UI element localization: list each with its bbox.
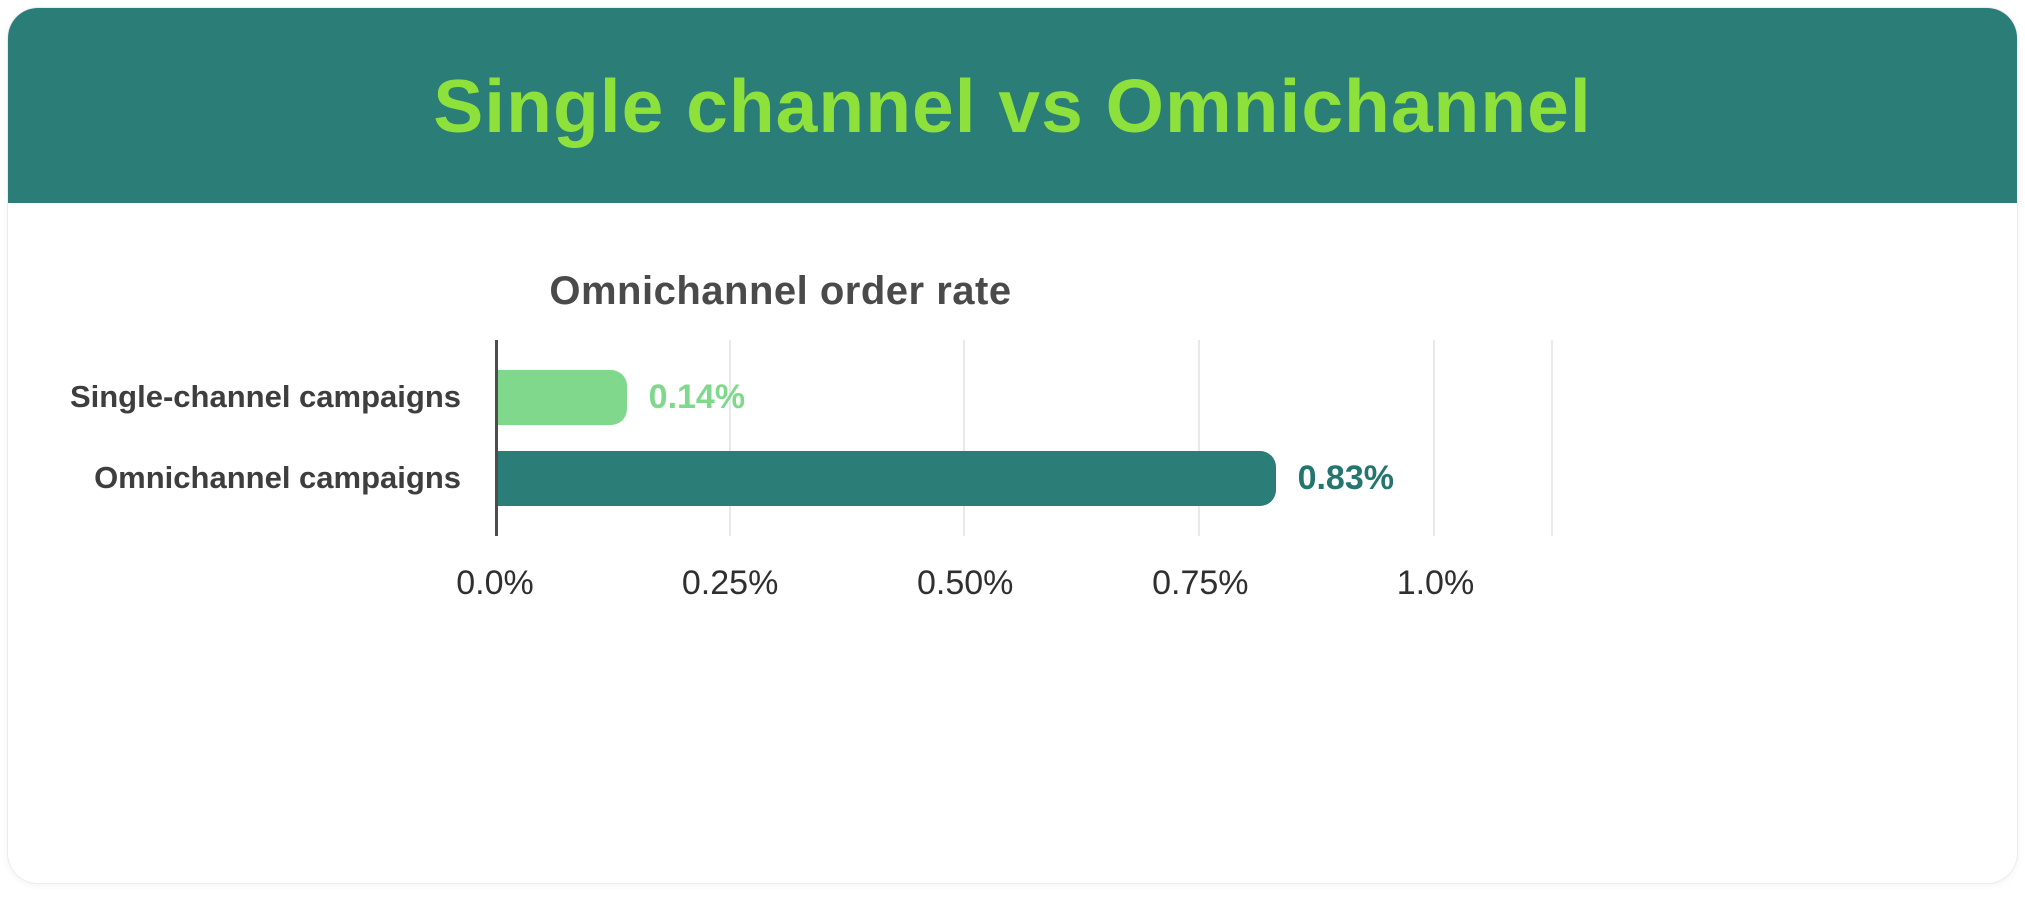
x-tick-label: 1.0%: [1396, 564, 1475, 602]
infographic-card: Single channel vs Omnichannel Omnichanne…: [8, 8, 2017, 883]
page-title: Single channel vs Omnichannel: [433, 63, 1592, 148]
x-tick-label: 0.75%: [1152, 564, 1249, 602]
x-tick-label: 0.50%: [917, 564, 1014, 602]
bar-row: Single-channel campaigns 0.14%: [8, 370, 2017, 425]
category-label: Single-channel campaigns: [69, 379, 461, 415]
chart-figure: Omnichannel order rate Single-channel ca…: [8, 203, 2017, 614]
gridlines-overlay: [495, 340, 1553, 536]
gridline: [728, 340, 731, 536]
value-label: 0.14%: [648, 378, 746, 416]
bar: [495, 370, 627, 425]
bar-track: 0.14%: [495, 370, 1553, 425]
chart-title: Omnichannel order rate: [549, 269, 1012, 313]
bar-rows: Single-channel campaigns 0.14% Omnichannel…: [8, 340, 2017, 536]
value-label: 0.83%: [1297, 459, 1394, 497]
header-banner: Single channel vs Omnichannel: [8, 8, 2017, 203]
bar-track: 0.83%: [495, 451, 1553, 506]
category-label: Omnichannel campaigns: [94, 460, 461, 496]
y-axis-line: [495, 340, 498, 536]
gridline: [1432, 340, 1435, 536]
bar: [495, 451, 1276, 506]
x-tick-label: 0.25%: [681, 564, 779, 602]
gridline: [1198, 340, 1200, 536]
gridline: [963, 340, 966, 536]
bar-chart-plot: Single-channel campaigns 0.14% Omnichannel…: [8, 340, 2017, 536]
x-tick-label: 0.0%: [456, 564, 534, 602]
bar-row: Omnichannel campaigns 0.83%: [8, 451, 2017, 506]
x-axis-tick-labels: 0.0% 0.25% 0.50% 0.75% 1.0%: [456, 550, 1553, 614]
